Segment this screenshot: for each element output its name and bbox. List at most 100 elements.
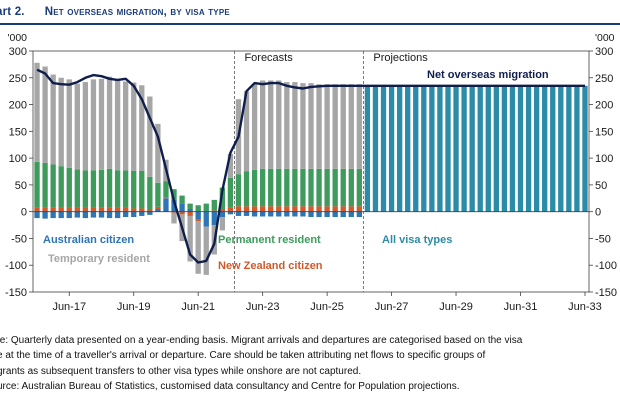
y-tick-label-left: 100 (9, 153, 27, 165)
chart-title-text: Net overseas migration, by visa type (44, 6, 230, 18)
y-tick-label-left: -50 (11, 233, 27, 245)
x-tick-label: Jun-21 (181, 301, 215, 313)
bar-temporary-resident (139, 85, 145, 171)
bar-temporary-resident (98, 78, 105, 170)
x-tick-label: Jun-25 (310, 301, 344, 313)
bar-australian-citizen (324, 211, 330, 218)
bar-temporary-resident (308, 83, 314, 169)
bar-new-zealand-citizen (58, 207, 64, 212)
x-tick-label: Jun-19 (117, 301, 151, 313)
bar-permanent-resident (34, 161, 40, 208)
bar-temporary-resident (243, 91, 250, 172)
series-line-net-overseas-migration (36, 68, 585, 264)
bar-all-visa-types (525, 85, 532, 212)
bar-australian-citizen (292, 211, 298, 217)
y-tick-label-right: 0 (595, 207, 601, 219)
bar-permanent-resident (50, 164, 56, 208)
bar-new-zealand-citizen (171, 211, 177, 213)
bar-new-zealand-citizen (34, 207, 40, 212)
bar-new-zealand-citizen (131, 208, 137, 212)
y-tick-label-left: 200 (9, 100, 27, 112)
bar-australian-citizen (179, 203, 185, 212)
bar-new-zealand-citizen (74, 207, 80, 212)
y-tick-label-right: 100 (595, 153, 613, 165)
bar-australian-citizen (74, 211, 80, 218)
bar-new-zealand-citizen (324, 206, 330, 212)
bar-permanent-resident (82, 170, 89, 208)
y-tick-label-right: -100 (595, 260, 617, 272)
y-tick-label-right: 250 (595, 73, 613, 85)
period-label: Forecasts (244, 52, 293, 64)
bar-all-visa-types (533, 85, 540, 212)
bar-temporary-resident (276, 80, 282, 169)
chart-notes: te: Quarterly data presented on a year-e… (0, 333, 620, 394)
bar-new-zealand-citizen (284, 206, 290, 212)
bar-australian-citizen (348, 211, 354, 218)
bar-all-visa-types (477, 85, 483, 212)
bar-australian-citizen (227, 211, 234, 215)
bar-australian-citizen (82, 211, 89, 219)
x-tick-label: Jun-17 (52, 301, 86, 313)
bar-all-visa-types (388, 85, 395, 212)
bar-all-visa-types (445, 85, 451, 212)
bar-all-visa-types (405, 85, 411, 212)
bar-all-visa-types (461, 85, 467, 212)
bar-new-zealand-citizen (332, 206, 338, 212)
y-tick-label-left: 0 (21, 207, 27, 219)
y-tick-label-left: -150 (5, 287, 27, 299)
bar-new-zealand-citizen (179, 211, 185, 215)
bar-temporary-resident (284, 82, 290, 169)
bar-temporary-resident (316, 84, 322, 169)
bar-temporary-resident (90, 79, 97, 171)
bar-temporary-resident (147, 96, 153, 177)
bar-permanent-resident (356, 168, 363, 207)
bar-australian-citizen (235, 211, 242, 216)
bar-temporary-resident (324, 84, 330, 169)
bar-temporary-resident (42, 66, 48, 163)
bar-new-zealand-citizen (163, 197, 169, 199)
bar-permanent-resident (106, 168, 113, 208)
note-line: te: Quarterly data presented on a year-e… (0, 335, 523, 346)
bar-permanent-resident (187, 203, 193, 209)
y-tick-label-left: 300 (9, 46, 27, 58)
y-tick-label-right: -50 (595, 233, 611, 245)
bar-temporary-resident (50, 74, 56, 165)
bar-australian-citizen (316, 211, 322, 218)
bar-australian-citizen (356, 211, 363, 218)
bar-temporary-resident (259, 80, 266, 169)
bar-temporary-resident (356, 84, 363, 169)
bar-permanent-resident (348, 168, 354, 207)
bar-all-visa-types (396, 85, 403, 212)
y-tick-label-right: 50 (595, 180, 607, 192)
bar-new-zealand-citizen (123, 207, 129, 212)
bar-australian-citizen (308, 211, 314, 218)
bar-australian-citizen (195, 211, 201, 220)
bar-permanent-resident (195, 205, 201, 212)
bar-australian-citizen (211, 211, 217, 226)
title-rule (0, 23, 620, 25)
bar-australian-citizen (219, 211, 226, 218)
note-line: grants as subsequent transfers to other … (0, 365, 362, 377)
y-unit-left: '000 (7, 32, 27, 44)
bar-new-zealand-citizen (147, 208, 153, 212)
bar-permanent-resident (316, 168, 322, 207)
series-label-temporary-resident: Temporary resident (48, 253, 150, 265)
bar-australian-citizen (300, 211, 306, 217)
bar-australian-citizen (147, 211, 153, 215)
y-tick-label-left: 250 (9, 73, 27, 85)
bar-temporary-resident (195, 221, 201, 274)
x-tick-label: Jun-29 (439, 301, 473, 313)
bar-new-zealand-citizen (276, 206, 282, 212)
bar-temporary-resident (187, 215, 193, 262)
bar-permanent-resident (235, 174, 242, 207)
series-label-new-zealand-citizen: New Zealand citizen (218, 260, 323, 272)
chart-title: art 2. Net overseas migration, by visa ty… (0, 6, 230, 18)
bar-temporary-resident (131, 82, 137, 171)
x-tick-label: Jun-23 (246, 301, 280, 313)
bar-temporary-resident (251, 84, 258, 170)
bar-new-zealand-citizen (292, 206, 298, 212)
y-unit-right: '000 (595, 32, 615, 44)
bar-permanent-resident (139, 170, 145, 209)
bar-australian-citizen (50, 211, 56, 219)
line-label: Net overseas migration (427, 69, 549, 81)
